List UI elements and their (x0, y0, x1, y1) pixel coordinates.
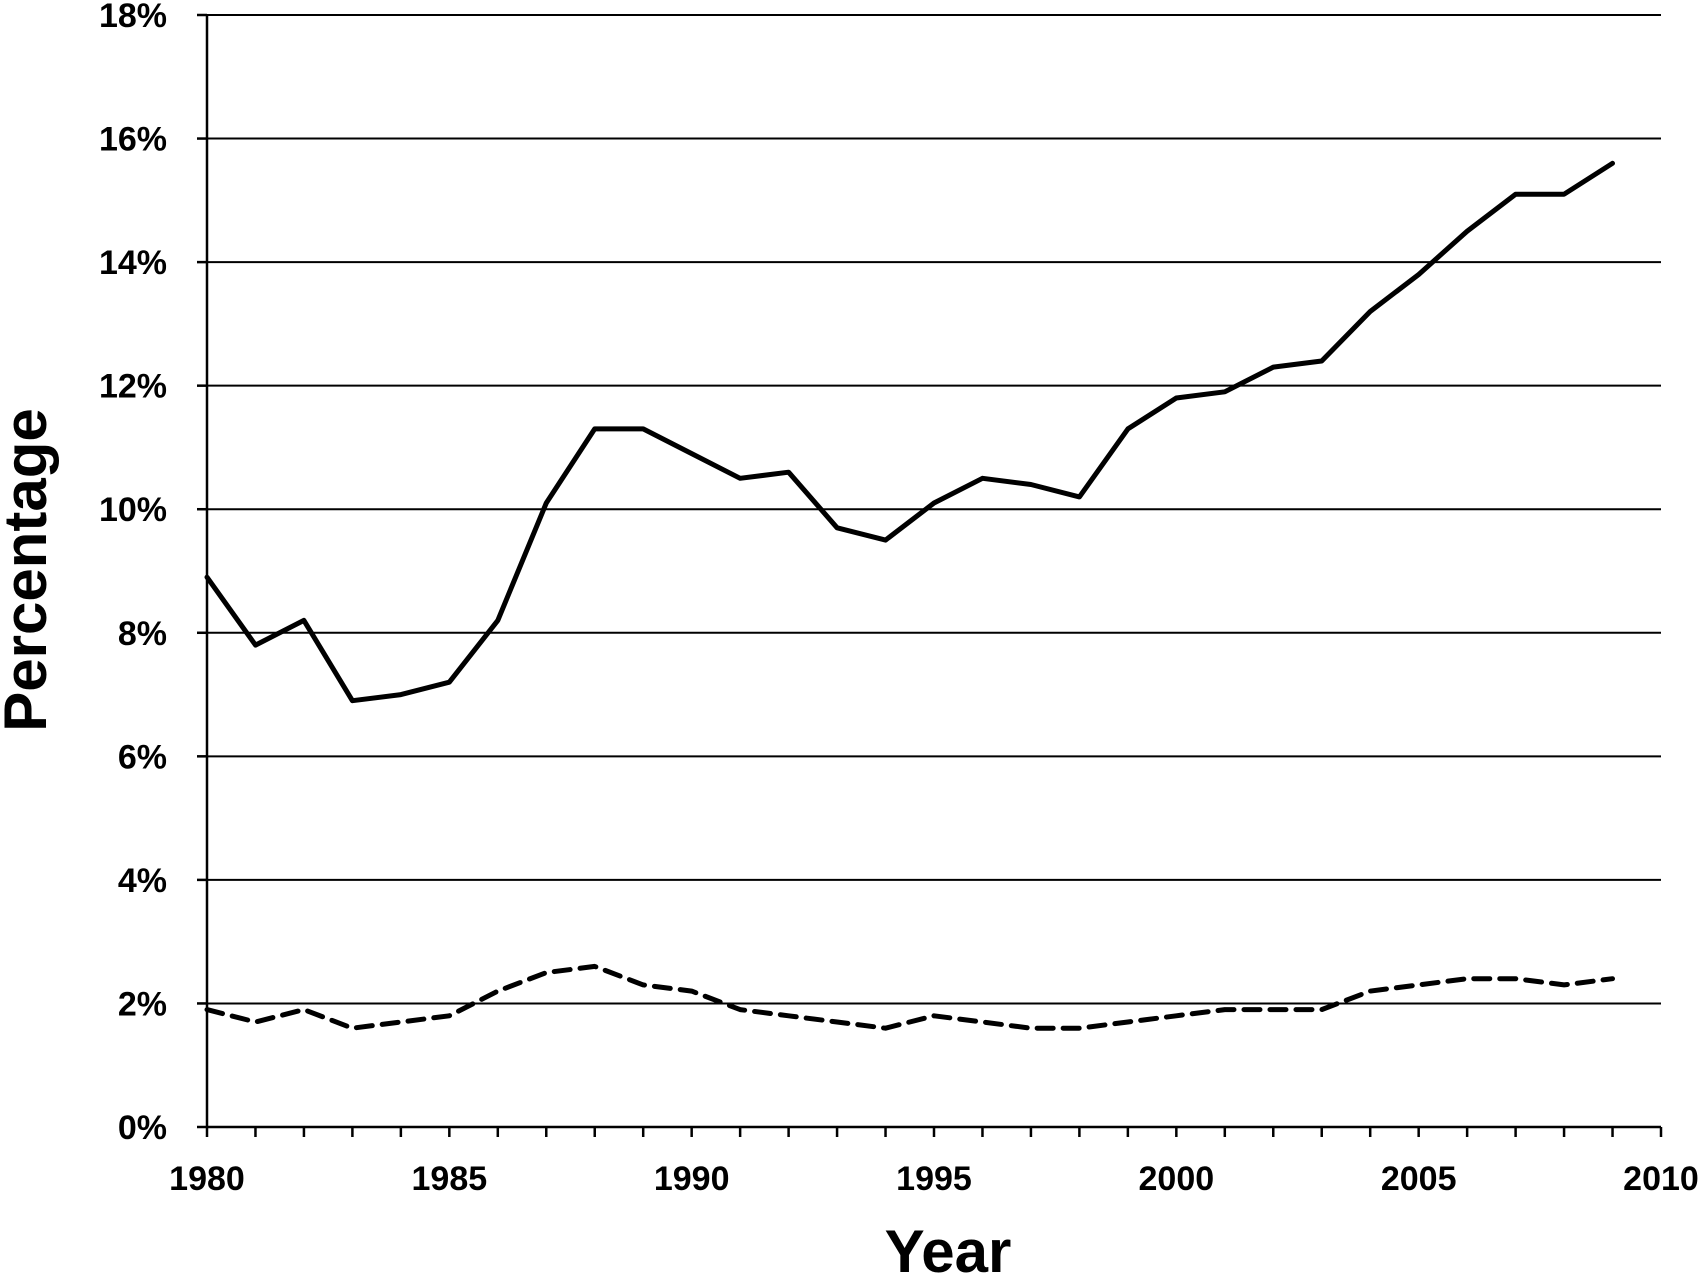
y-tick-label: 10% (99, 491, 167, 529)
x-axis-title: Year (885, 1218, 1012, 1275)
x-tick-label: 2005 (1381, 1160, 1457, 1198)
x-tick-labels: 1980 1985 1990 1995 2000 2005 2010 (169, 1160, 1699, 1198)
axes (197, 13, 1663, 1137)
y-tick-label: 0% (118, 1109, 167, 1147)
y-tick-label: 6% (118, 738, 167, 776)
y-tick-label: 8% (118, 615, 167, 653)
solid-series-line (204, 160, 1615, 704)
gridlines (207, 14, 1661, 1005)
x-tick-label: 1980 (169, 1160, 245, 1198)
x-tick-label: 2000 (1139, 1160, 1215, 1198)
y-tick-label: 4% (118, 862, 167, 900)
y-tick-labels: 0% 2% 4% 6% 8% 10% 12% 14% 16% 18% (99, 0, 167, 1147)
x-tick-label: 1995 (896, 1160, 972, 1198)
y-tick-label: 18% (99, 0, 167, 35)
series-lines (204, 160, 1615, 1031)
y-tick-label: 12% (99, 368, 167, 406)
x-tick-label: 1985 (412, 1160, 488, 1198)
y-axis-title: Percentage (0, 408, 59, 732)
y-tick-label: 2% (118, 985, 167, 1023)
y-tick-label: 16% (99, 121, 167, 159)
x-tick-label: 1990 (654, 1160, 730, 1198)
dashed-series-line (204, 963, 1615, 1031)
y-tick-label: 14% (99, 244, 167, 282)
x-tick-label: 2010 (1623, 1160, 1699, 1198)
